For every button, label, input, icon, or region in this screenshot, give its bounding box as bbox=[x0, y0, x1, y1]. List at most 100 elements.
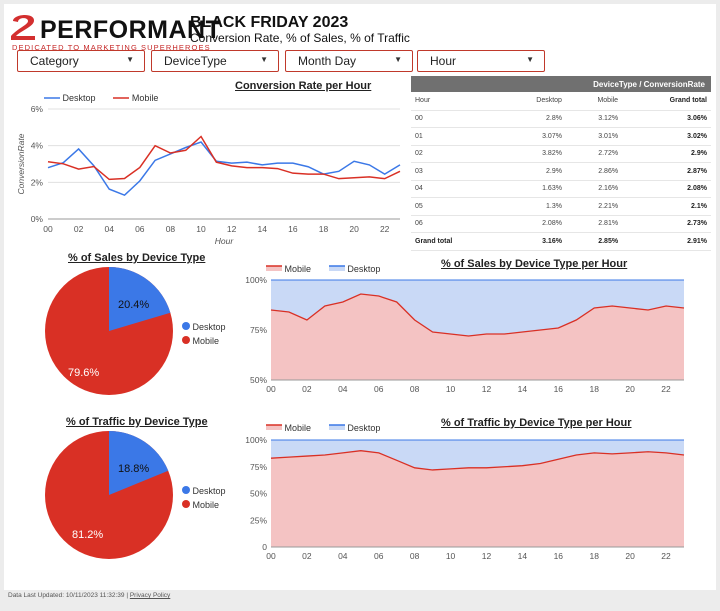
logo-wordmark: PERFORMANT bbox=[40, 16, 222, 44]
pivot-cell: 06 bbox=[411, 215, 500, 233]
pivot-cell: 3.16% bbox=[499, 232, 566, 251]
x-tick-label: 02 bbox=[74, 224, 84, 234]
x-tick-label: 02 bbox=[302, 384, 312, 394]
pivot-cell: 1.63% bbox=[499, 180, 566, 198]
pie-slice-desktop bbox=[109, 431, 169, 495]
filter-category[interactable]: Category ▼ bbox=[17, 50, 145, 72]
x-tick-label: 02 bbox=[302, 551, 312, 561]
sales-area-chart: 50% 75% 100% 00 02 04 06 08 10 12 14 16 18 20 22 bbox=[245, 275, 685, 394]
pivot-row: 00 2.8% 3.12% 3.06% bbox=[411, 110, 711, 128]
x-tick-label: 10 bbox=[196, 224, 206, 234]
page-title: BLACK FRIDAY 2023 bbox=[190, 14, 349, 31]
pivot-cell: 3.01% bbox=[565, 127, 623, 146]
traffic-area-title: % of Traffic by Device Type per Hour bbox=[441, 417, 632, 429]
area-mobile bbox=[271, 294, 684, 380]
pivot-cell: 2.85% bbox=[565, 232, 623, 251]
y-tick-label: 2% bbox=[31, 177, 44, 187]
pivot-cell: 2.08% bbox=[622, 180, 711, 198]
pivot-cell: 02 bbox=[411, 145, 500, 163]
y-tick-label: 75% bbox=[250, 462, 267, 472]
traffic-pie-legend: Desktop Mobile bbox=[182, 486, 226, 510]
last-updated-text: Data Last Updated: 10/11/2023 11:32:39 bbox=[8, 592, 125, 599]
pivot-cell: 2.81% bbox=[565, 215, 623, 233]
filter-device-type[interactable]: DeviceType ▼ bbox=[151, 50, 279, 72]
pivot-grand-total-row: Grand total 3.16% 2.85% 2.91% bbox=[411, 232, 711, 251]
pivot-cell: 2.72% bbox=[565, 145, 623, 163]
caret-down-icon: ▼ bbox=[394, 55, 402, 64]
series-line-mobile bbox=[270, 293, 685, 337]
x-tick-label: 08 bbox=[410, 384, 420, 394]
x-tick-label: 04 bbox=[338, 384, 348, 394]
conversion-legend: Desktop Mobile bbox=[44, 88, 158, 106]
y-tick-label: 4% bbox=[31, 141, 44, 151]
sales-pie-legend: Desktop Mobile bbox=[182, 322, 226, 346]
pivot-cell: 2.9% bbox=[499, 162, 566, 181]
pivot-cell: 2.8% bbox=[499, 110, 566, 128]
pivot-cell: 2.16% bbox=[565, 180, 623, 198]
x-tick-label: 12 bbox=[482, 384, 492, 394]
pivot-cell: 3.02% bbox=[622, 127, 711, 146]
x-tick-label: 12 bbox=[482, 551, 492, 561]
x-tick-label: 22 bbox=[661, 384, 671, 394]
sales-area-legend: Mobile Desktop bbox=[266, 259, 380, 277]
pivot-row: 02 3.82% 2.72% 2.9% bbox=[411, 145, 711, 163]
x-tick-label: 14 bbox=[518, 384, 528, 394]
pivot-row: 05 1.3% 2.21% 2.1% bbox=[411, 197, 711, 216]
pivot-cell: 2.9% bbox=[622, 145, 711, 163]
pivot-cell: 04 bbox=[411, 180, 500, 198]
series-line-mobile bbox=[270, 450, 685, 471]
sales-pie-desktop-label: 20.4% bbox=[118, 299, 149, 311]
x-tick-label: 06 bbox=[135, 224, 145, 234]
y-tick-label: 75% bbox=[250, 325, 267, 335]
x-tick-label: 12 bbox=[227, 224, 237, 234]
legend-mobile: Mobile bbox=[113, 93, 159, 103]
legend-mobile: Mobile bbox=[182, 336, 226, 346]
series-line-desktop bbox=[47, 141, 401, 197]
traffic-pie-chart: 18.8% 81.2% bbox=[45, 431, 173, 559]
pivot-cell: Grand total bbox=[411, 232, 500, 251]
legend-desktop: Desktop bbox=[182, 322, 226, 332]
filter-category-label: Category bbox=[30, 54, 79, 68]
x-tick-label: 00 bbox=[266, 551, 276, 561]
traffic-area-chart: 0 25% 50% 75% 100% 00 02 04 06 08 10 12 14 16 18 20 22 bbox=[245, 435, 685, 561]
traffic-pie-desktop-label: 18.8% bbox=[118, 463, 149, 475]
conversion-rate-chart: 0% 2% 4% 6% 00 02 04 06 08 10 12 14 16 18 20 22 Hour Conv… bbox=[16, 104, 401, 246]
x-tick-label: 20 bbox=[625, 551, 635, 561]
pivot-row: 01 3.07% 3.01% 3.02% bbox=[411, 127, 711, 146]
y-tick-label: 25% bbox=[250, 515, 267, 525]
filter-hour[interactable]: Hour ▼ bbox=[417, 50, 545, 72]
traffic-pie-title: % of Traffic by Device Type bbox=[66, 416, 208, 428]
x-tick-label: 10 bbox=[446, 551, 456, 561]
area-mobile bbox=[271, 450, 684, 547]
x-tick-label: 04 bbox=[338, 551, 348, 561]
privacy-policy-link[interactable]: Privacy Policy bbox=[129, 592, 171, 599]
pivot-cell: 2.86% bbox=[565, 162, 623, 181]
x-tick-label: 18 bbox=[319, 224, 329, 234]
legend-desktop: Desktop bbox=[182, 486, 226, 496]
pie-slice-desktop bbox=[109, 267, 171, 331]
filter-hour-label: Hour bbox=[430, 54, 457, 68]
x-tick-label: 14 bbox=[518, 551, 528, 561]
brand-logo: PERFORMANT DEDICATED TO MARKETING SUPERH… bbox=[10, 10, 221, 52]
pivot-cell: 2.1% bbox=[622, 197, 711, 216]
pivot-cell: 1.3% bbox=[499, 197, 566, 216]
pivot-cell: 03 bbox=[411, 162, 500, 181]
pivot-cell: 05 bbox=[411, 197, 500, 216]
sales-pie-title: % of Sales by Device Type bbox=[68, 252, 206, 264]
legend-mobile: Mobile bbox=[182, 500, 226, 510]
conversion-chart-title: Conversion Rate per Hour bbox=[235, 80, 372, 92]
pivot-col-desktop: Desktop bbox=[499, 92, 566, 111]
pivot-cell: 3.06% bbox=[622, 110, 711, 128]
traffic-pie-mobile-label: 81.2% bbox=[72, 529, 103, 541]
x-tick-label: 16 bbox=[554, 551, 564, 561]
logo-tagline: DEDICATED TO MARKETING SUPERHEROES bbox=[12, 43, 211, 52]
y-tick-label: 6% bbox=[31, 104, 44, 114]
x-axis-label: Hour bbox=[215, 236, 235, 246]
footer-separator: | bbox=[126, 592, 129, 599]
x-tick-label: 22 bbox=[661, 551, 671, 561]
filter-month-day-label: Month Day bbox=[298, 54, 357, 68]
pivot-row: 06 2.08% 2.81% 2.73% bbox=[411, 215, 711, 233]
filter-month-day[interactable]: Month Day ▼ bbox=[285, 50, 413, 72]
pivot-cell: 2.21% bbox=[565, 197, 623, 216]
x-tick-label: 08 bbox=[410, 551, 420, 561]
